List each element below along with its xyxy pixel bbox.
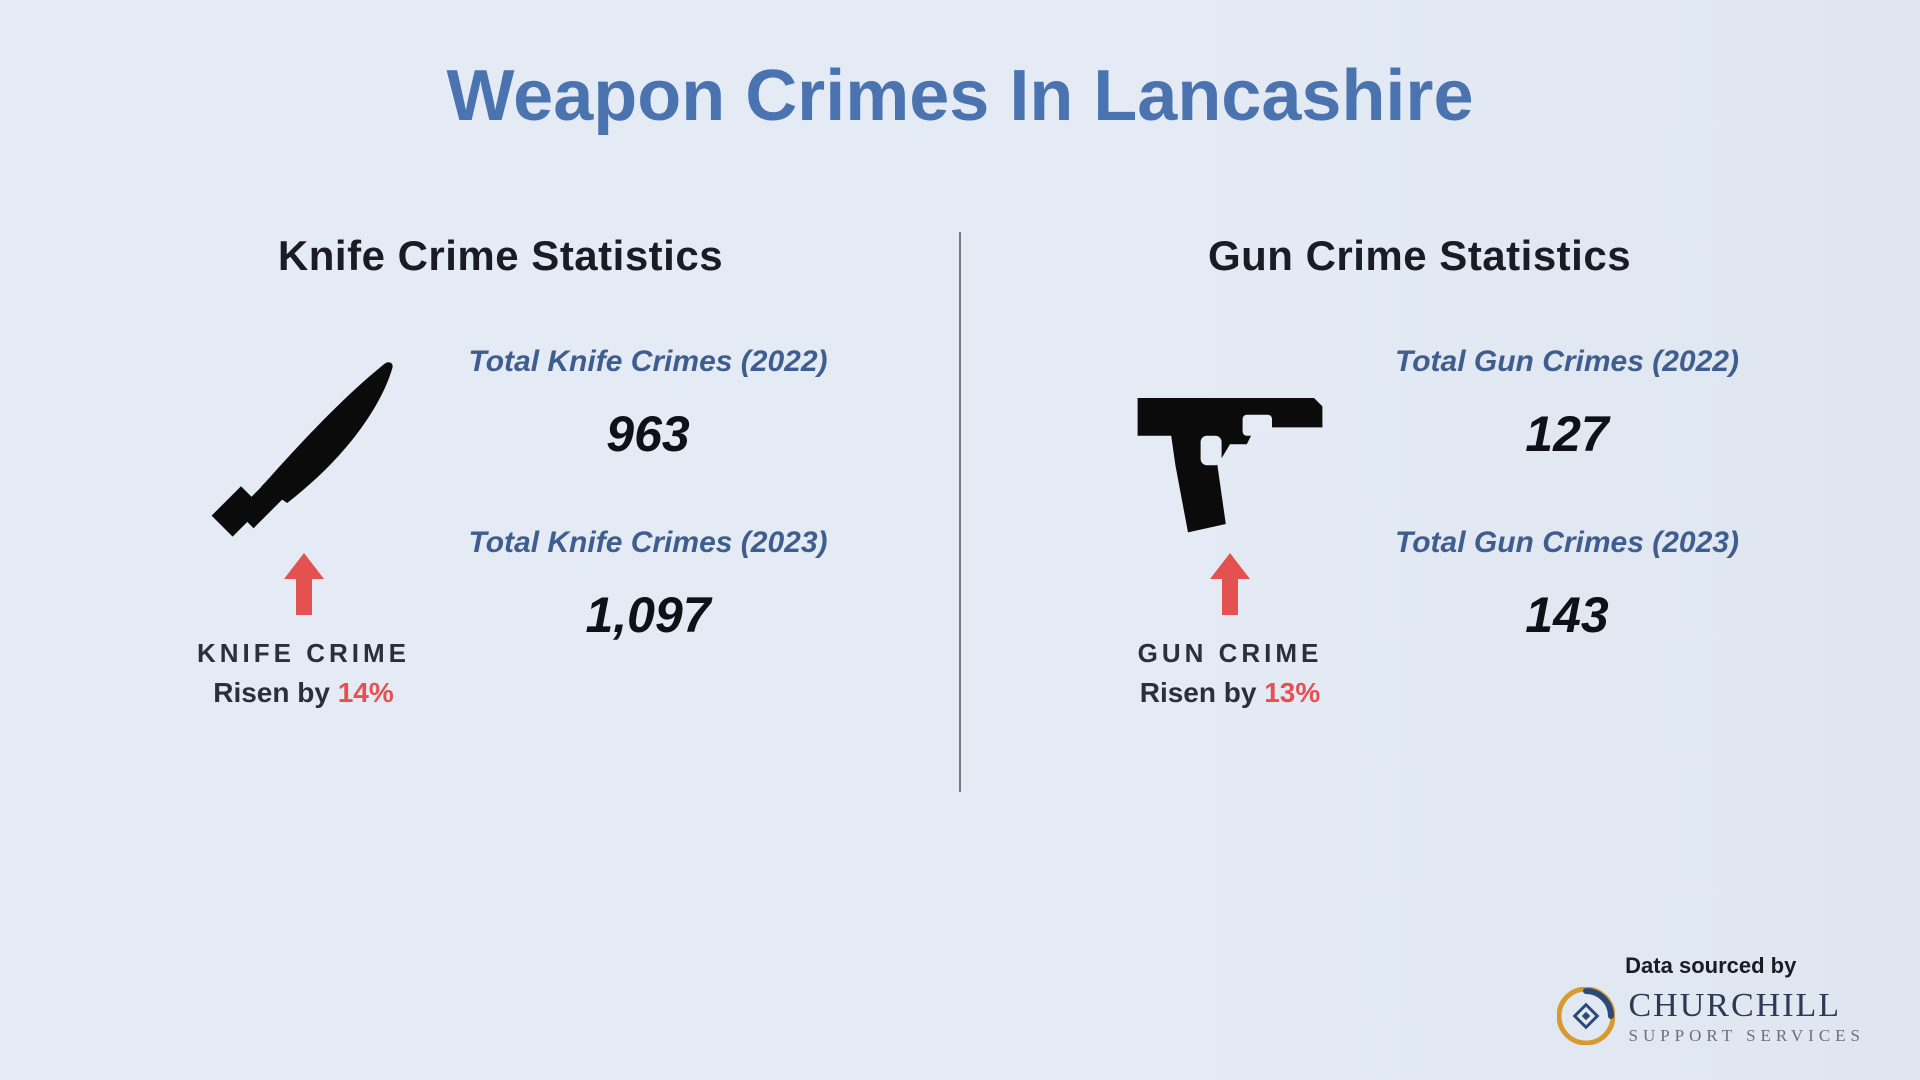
panel-gun-body: GUN CRIME Risen by 13% Total Gun Crimes … — [979, 335, 1860, 709]
gun-trend-change: Risen by 13% — [1140, 677, 1321, 709]
knife-stat-0-value: 963 — [606, 405, 689, 463]
knife-stat-1-label: Total Knife Crimes (2023) — [469, 526, 828, 560]
gun-stat-0-value: 127 — [1525, 405, 1608, 463]
brand-subtitle: SUPPORT SERVICES — [1629, 1027, 1866, 1044]
gun-stat-0-label: Total Gun Crimes (2022) — [1395, 345, 1739, 379]
brand-name: CHURCHILL — [1629, 989, 1866, 1023]
gun-trend-prefix: Risen by — [1140, 677, 1264, 708]
panel-gun: Gun Crime Statistics — [979, 232, 1860, 709]
panel-knife-heading: Knife Crime Statistics — [278, 232, 723, 280]
gun-stats-column: Total Gun Crimes (2022) 127 Total Gun Cr… — [1395, 335, 1739, 644]
brand-icon — [1557, 987, 1615, 1045]
panel-knife: Knife Crime Statistics — [60, 232, 941, 709]
gun-stat-1-label: Total Gun Crimes (2023) — [1395, 526, 1739, 560]
knife-trend-label: KNIFE CRIME — [197, 638, 410, 669]
gun-trend-pct: 13% — [1264, 677, 1320, 708]
content-row: Knife Crime Statistics — [0, 232, 1920, 792]
knife-icon-column: KNIFE CRIME Risen by 14% — [174, 335, 434, 709]
data-sourced-label: Data sourced by — [1625, 953, 1796, 979]
knife-trend-prefix: Risen by — [213, 677, 337, 708]
page-title: Weapon Crimes In Lancashire — [0, 0, 1920, 137]
gun-stat-1-value: 143 — [1525, 586, 1608, 644]
knife-trend-change: Risen by 14% — [213, 677, 394, 709]
knife-stat-1-value: 1,097 — [585, 586, 710, 644]
panel-knife-body: KNIFE CRIME Risen by 14% Total Knife Cri… — [60, 335, 941, 709]
footer-attribution: Data sourced by CHURCHILL SUPPORT SERVIC… — [1557, 953, 1866, 1045]
vertical-divider — [959, 232, 961, 792]
brand-logo: CHURCHILL SUPPORT SERVICES — [1557, 987, 1866, 1045]
panel-gun-heading: Gun Crime Statistics — [1208, 232, 1631, 280]
arrow-up-icon — [1210, 553, 1250, 620]
knife-icon — [199, 335, 409, 545]
knife-trend-pct: 14% — [338, 677, 394, 708]
gun-icon — [1125, 335, 1335, 545]
knife-stats-column: Total Knife Crimes (2022) 963 Total Knif… — [469, 335, 828, 644]
knife-stat-0-label: Total Knife Crimes (2022) — [469, 345, 828, 379]
arrow-up-icon — [284, 553, 324, 620]
gun-icon-column: GUN CRIME Risen by 13% — [1100, 335, 1360, 709]
gun-trend-label: GUN CRIME — [1138, 638, 1323, 669]
brand-text: CHURCHILL SUPPORT SERVICES — [1629, 989, 1866, 1044]
